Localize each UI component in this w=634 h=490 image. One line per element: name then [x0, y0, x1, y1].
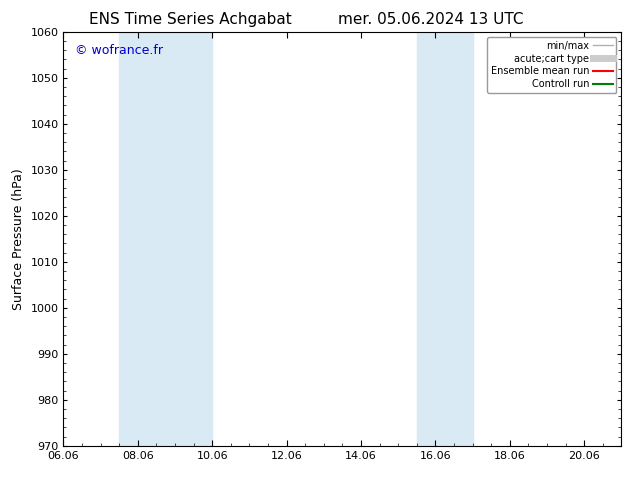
Y-axis label: Surface Pressure (hPa): Surface Pressure (hPa)	[12, 168, 25, 310]
Bar	[119, 32, 212, 446]
Bar	[417, 32, 472, 446]
Text: mer. 05.06.2024 13 UTC: mer. 05.06.2024 13 UTC	[339, 12, 524, 27]
Text: ENS Time Series Achgabat: ENS Time Series Achgabat	[89, 12, 292, 27]
Text: © wofrance.fr: © wofrance.fr	[75, 44, 162, 57]
Legend: min/max, acute;cart type, Ensemble mean run, Controll run: min/max, acute;cart type, Ensemble mean …	[487, 37, 616, 93]
